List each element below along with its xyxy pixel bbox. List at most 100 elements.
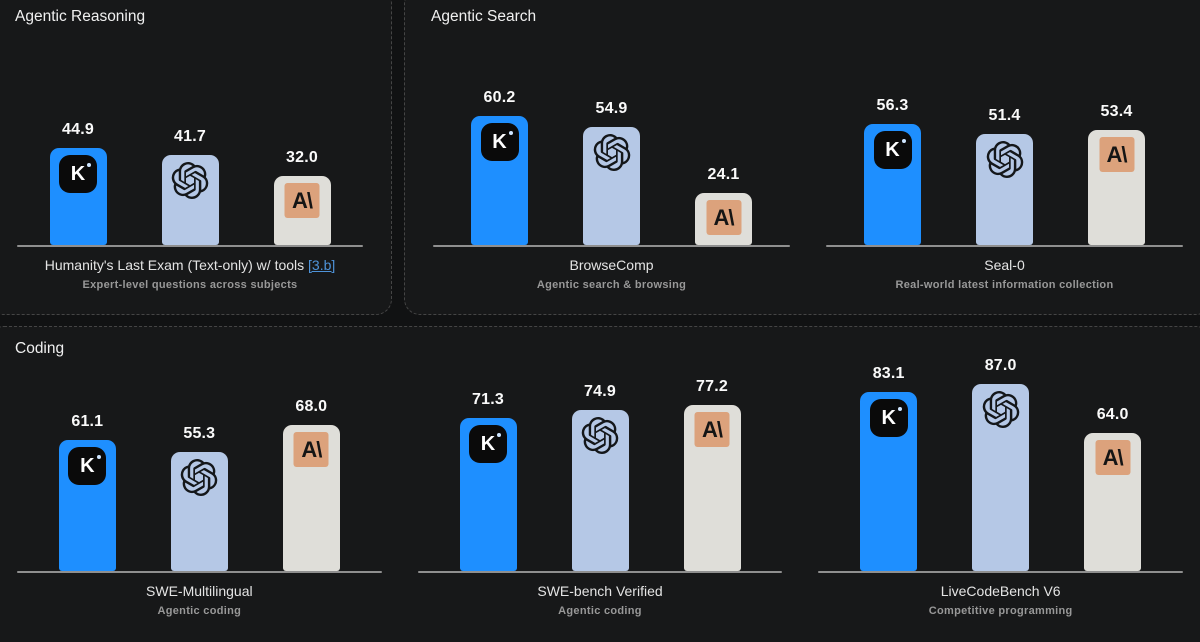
bar-group-kimi: 71.3 K — [459, 391, 517, 571]
bar-group-anthropic: 53.4 A\ — [1088, 103, 1145, 245]
bar-group-kimi: 56.3 K — [864, 97, 921, 245]
bar-group-openai: 74.9 — [571, 383, 629, 571]
kimi-k-icon: K — [59, 155, 97, 193]
bars-area: 60.2 K 54.9 24.1 A\ — [415, 27, 808, 245]
bar-value-label: 77.2 — [696, 378, 728, 395]
benchmark-subtitle: Expert-level questions across subjects — [82, 279, 298, 291]
bar-group-anthropic: 64.0 A\ — [1084, 406, 1142, 571]
benchmark-subtitle: Competitive programming — [928, 605, 1073, 617]
bar-group-anthropic: 24.1 A\ — [695, 166, 752, 245]
bar-openai — [161, 155, 219, 245]
bar-anthropic: A\ — [282, 425, 340, 571]
bar-anthropic: A\ — [273, 176, 331, 245]
bar-value-label: 87.0 — [984, 357, 1017, 374]
bar-value-label: 53.4 — [1100, 103, 1133, 120]
bar-group-openai: 55.3 — [170, 425, 228, 571]
bar-group-anthropic: 68.0 A\ — [282, 398, 340, 571]
openai-icon — [181, 459, 218, 496]
bar-group-kimi: 60.2 K — [471, 89, 528, 245]
bar-kimi: K — [459, 418, 517, 571]
benchmark-name-text: Humanity's Last Exam (Text-only) w/ tool… — [44, 257, 305, 273]
bar-group-anthropic: 77.2 A\ — [683, 378, 741, 571]
bar-group-openai: 87.0 — [972, 357, 1030, 571]
bar-group-anthropic: 32.0 A\ — [273, 149, 331, 245]
bar-group-kimi: 44.9 K — [49, 121, 107, 245]
bar-kimi: K — [471, 116, 528, 245]
anthropic-icon: A\ — [1095, 440, 1131, 475]
benchmark-subtitle: Real-world latest information collection — [895, 279, 1114, 291]
anthropic-icon: A\ — [284, 183, 320, 218]
chart-livecodebench-v6: 83.1 K 87.0 64.0 A\ LiveCodeBench V6 Competi… — [800, 357, 1200, 618]
kimi-k-icon: K — [869, 399, 908, 437]
bar-value-label: 83.1 — [872, 365, 905, 382]
bar-value-label: 51.4 — [988, 107, 1021, 124]
panel-agentic-search: Agentic Search 60.2 K 54.9 24.1 A\ BrowseCom… — [404, 0, 1200, 315]
bars-area: 56.3 K 51.4 53.4 A\ — [808, 27, 1200, 245]
chart-swe-multilingual: 61.1 K 55.3 68.0 A\ SWE-Multilingual Agentic… — [0, 359, 400, 618]
bar-value-label: 56.3 — [876, 97, 909, 114]
bar-openai — [976, 134, 1033, 245]
bar-value-label: 32.0 — [286, 149, 318, 166]
bar-kimi: K — [49, 148, 107, 245]
openai-icon — [581, 417, 619, 454]
openai-icon — [593, 134, 630, 171]
chart-swe-bench-verified: 71.3 K 74.9 77.2 A\ SWE-bench Verified Agent… — [400, 359, 801, 618]
openai-icon — [986, 141, 1023, 178]
bar-anthropic: A\ — [683, 405, 741, 571]
bars-area: 44.9 K 41.7 32.0 A\ — [0, 27, 381, 245]
charts-row: 61.1 K 55.3 68.0 A\ SWE-Multilingual Agentic… — [0, 357, 1200, 618]
x-axis-line — [433, 245, 790, 247]
bar-openai — [571, 410, 629, 571]
chart-caption: BrowseComp Agentic search & browsing — [415, 257, 808, 292]
chart-caption: Seal-0 Real-world latest information col… — [808, 257, 1200, 292]
kimi-k-icon: K — [469, 425, 507, 463]
chart-caption: SWE-Multilingual Agentic coding — [0, 583, 400, 618]
openai-icon — [171, 162, 209, 199]
benchmark-subtitle: Agentic coding — [157, 605, 242, 617]
x-axis-line — [17, 571, 382, 573]
openai-icon — [982, 391, 1019, 428]
x-axis-line — [818, 571, 1184, 573]
anthropic-icon: A\ — [293, 432, 329, 467]
bar-openai — [170, 452, 228, 571]
anthropic-icon: A\ — [694, 412, 730, 447]
section-title-coding: Coding — [15, 340, 65, 357]
benchmark-name: SWE-bench Verified — [537, 583, 663, 599]
benchmark-reference-link[interactable]: [3.b] — [308, 257, 336, 273]
bars-area: 61.1 K 55.3 68.0 A\ — [0, 359, 400, 571]
bar-group-kimi: 83.1 K — [860, 365, 918, 571]
benchmark-name: LiveCodeBench V6 — [940, 583, 1061, 599]
bars-area: 83.1 K 87.0 64.0 A\ — [800, 357, 1200, 571]
x-axis-line — [417, 571, 783, 573]
chart-browsecomp: 60.2 K 54.9 24.1 A\ BrowseComp Agentic searc… — [415, 27, 808, 292]
bar-value-label: 61.1 — [71, 413, 104, 430]
bar-value-label: 74.9 — [584, 383, 616, 400]
kimi-k-icon: K — [68, 447, 107, 485]
kimi-k-icon: K — [873, 131, 912, 169]
chart-caption: LiveCodeBench V6 Competitive programming — [800, 583, 1200, 618]
benchmark-subtitle: Agentic search & browsing — [536, 279, 687, 291]
panel-agentic-reasoning: Agentic Reasoning 44.9 K 41.7 32.0 A\ Humani… — [0, 0, 392, 315]
bar-anthropic: A\ — [695, 193, 752, 245]
bar-anthropic: A\ — [1088, 130, 1145, 245]
bar-openai — [583, 127, 640, 245]
bar-value-label: 68.0 — [295, 398, 328, 415]
x-axis-line — [17, 245, 363, 247]
chart-caption: SWE-bench Verified Agentic coding — [400, 583, 801, 618]
anthropic-icon: A\ — [1099, 137, 1134, 172]
benchmark-name: SWE-Multilingual — [146, 583, 253, 599]
bar-value-label: 44.9 — [62, 121, 94, 138]
bar-group-openai: 41.7 — [161, 128, 219, 245]
anthropic-icon: A\ — [706, 200, 741, 235]
section-title-agentic-reasoning: Agentic Reasoning — [15, 8, 146, 25]
bar-value-label: 71.3 — [472, 391, 504, 408]
bar-openai — [972, 384, 1030, 571]
bar-value-label: 60.2 — [483, 89, 516, 106]
panel-coding: Coding 61.1 K 55.3 68.0 A\ SWE-Multilingual … — [0, 326, 1200, 642]
chart-humanitys-last-exam: 44.9 K 41.7 32.0 A\ Humanity's Last Exam (Te… — [0, 27, 381, 292]
bar-value-label: 24.1 — [707, 166, 740, 183]
bar-kimi: K — [860, 392, 918, 571]
bar-value-label: 54.9 — [595, 100, 628, 117]
benchmark-name: BrowseComp — [569, 257, 654, 273]
bar-group-openai: 51.4 — [976, 107, 1033, 245]
